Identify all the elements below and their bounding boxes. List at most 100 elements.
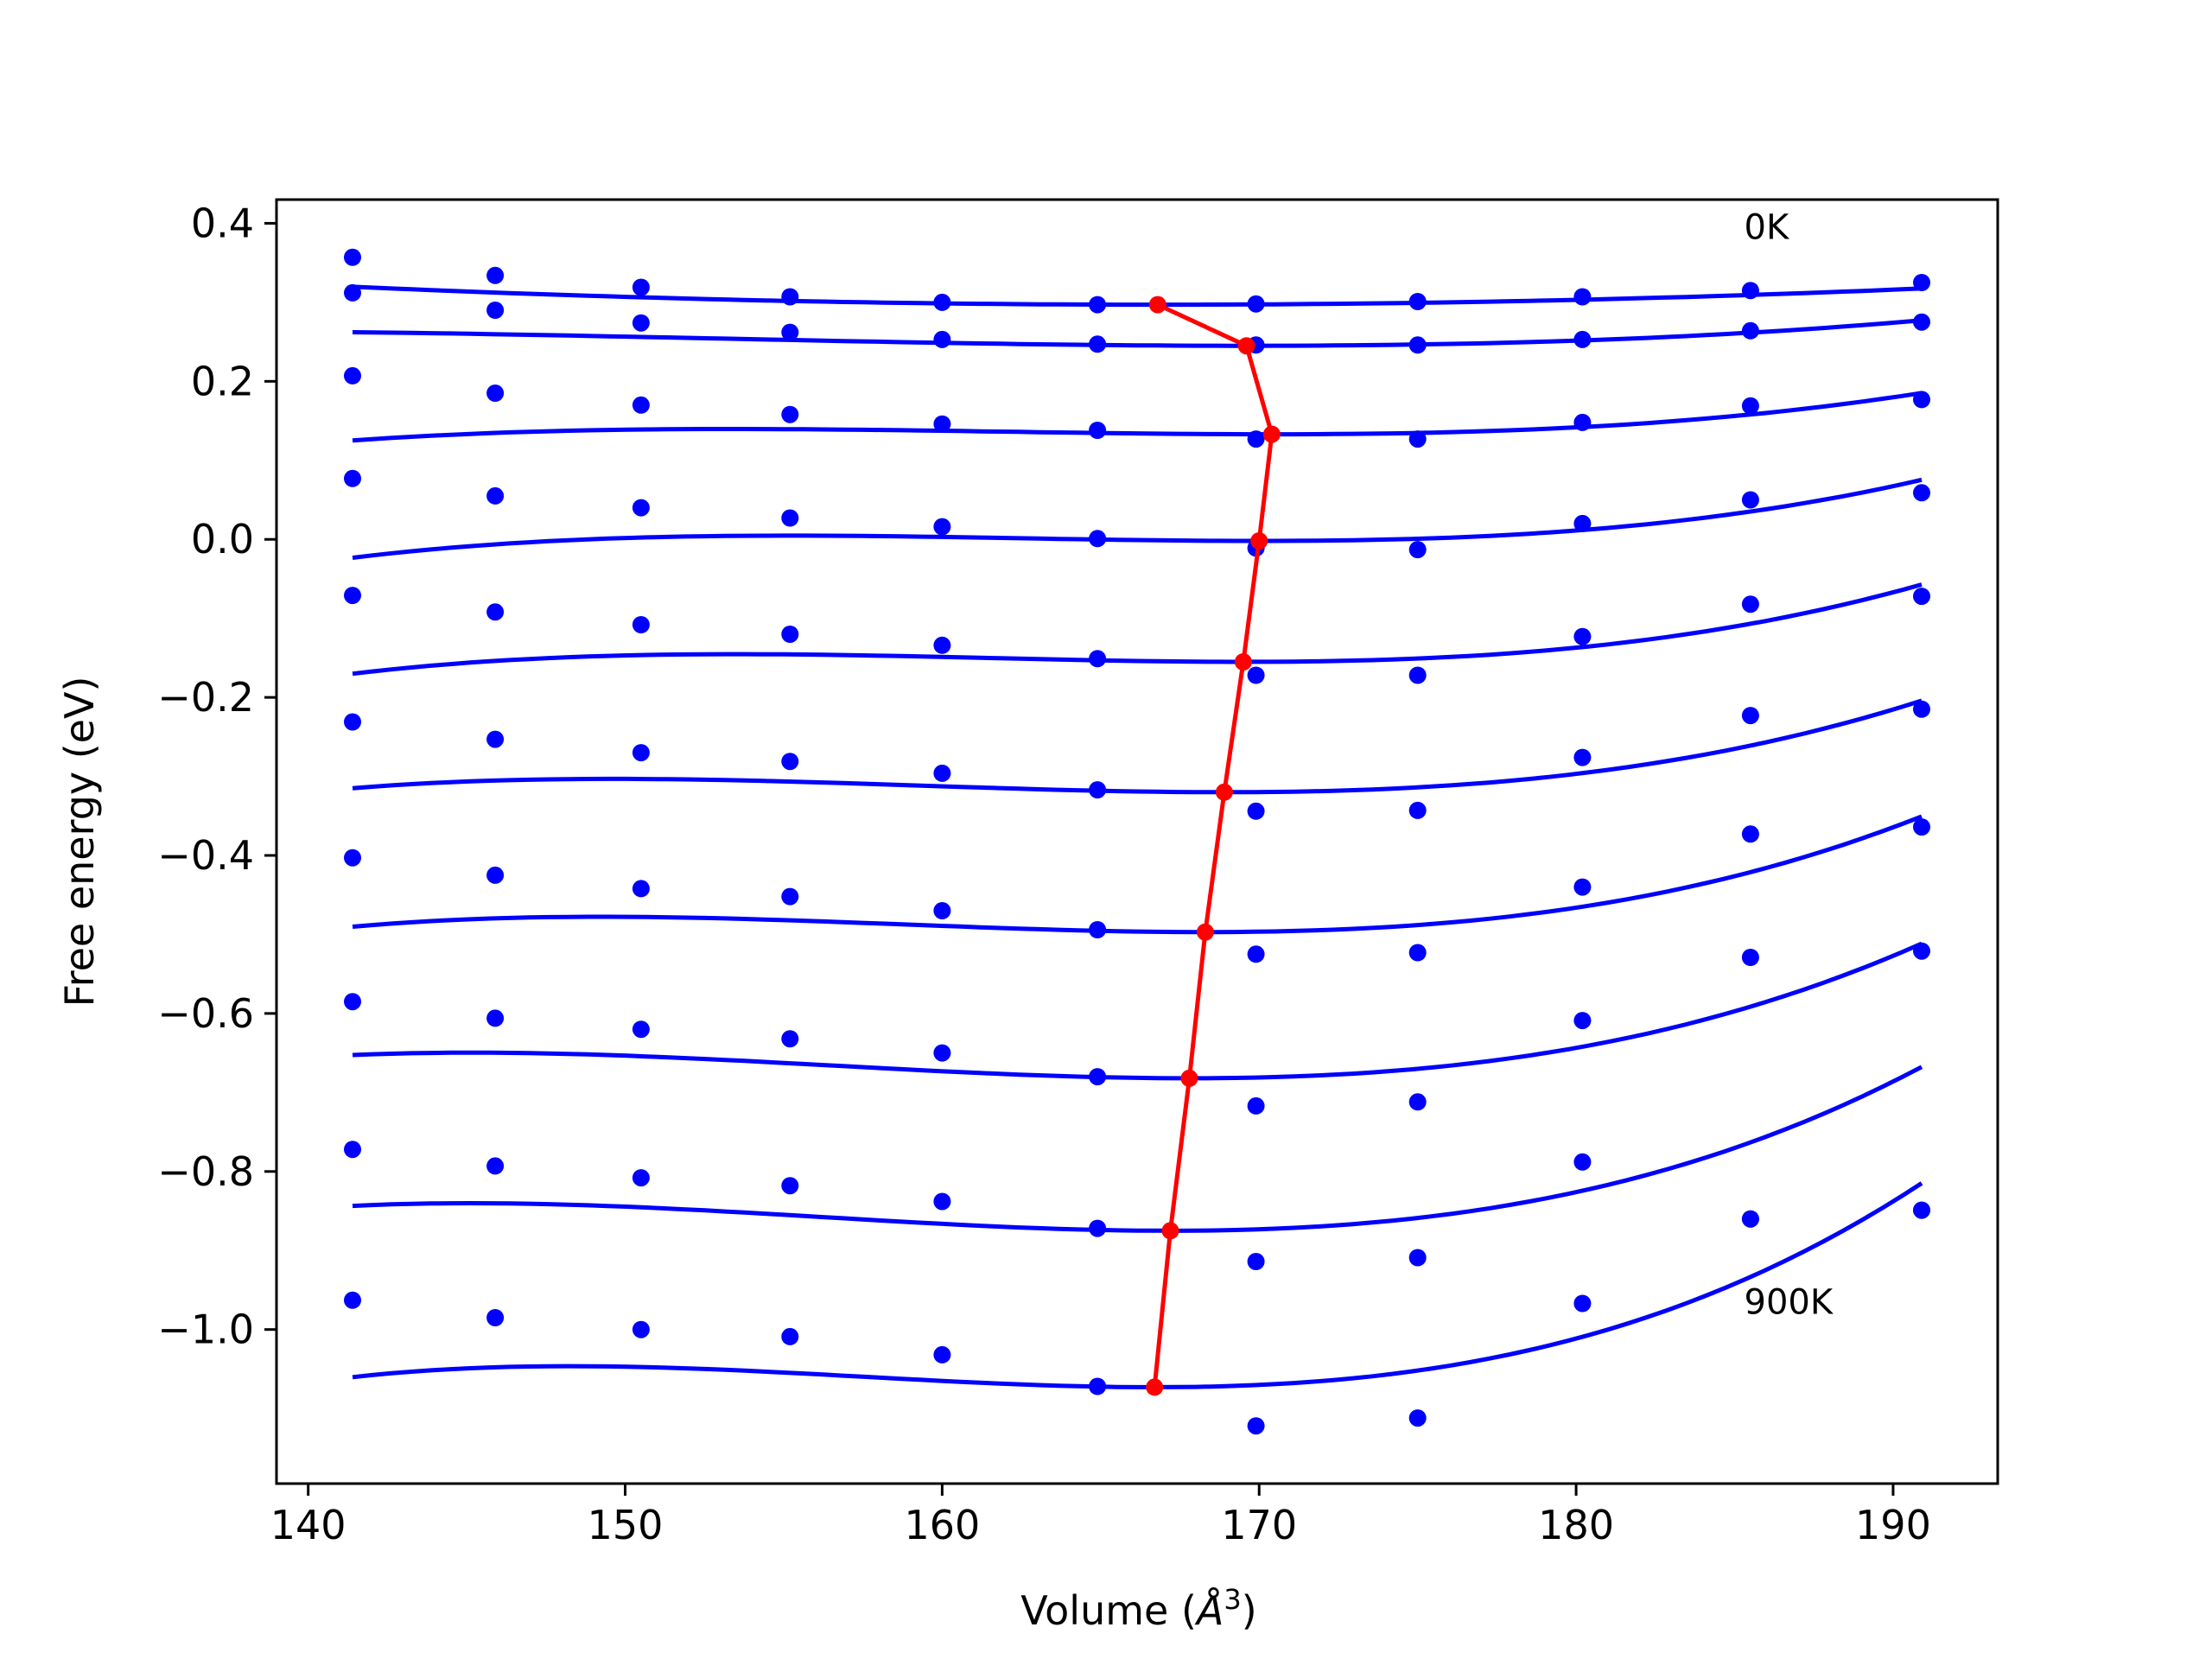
- data-point-7-0: [344, 993, 361, 1011]
- x-axis-unit: Å: [1194, 1587, 1224, 1634]
- data-point-8-1: [486, 1157, 505, 1175]
- data-point-8-3: [781, 1177, 799, 1195]
- x-tick-label-180: 180: [1538, 1502, 1614, 1548]
- data-point-2-1: [486, 385, 505, 402]
- plot-area: [344, 248, 1930, 1435]
- data-point-7-7: [1408, 1093, 1427, 1111]
- data-point-5-7: [1408, 801, 1427, 819]
- data-point-6-8: [1573, 878, 1592, 896]
- data-point-6-3: [781, 887, 799, 906]
- data-point-6-4: [933, 902, 951, 919]
- minimum-point-1: [1237, 337, 1255, 355]
- data-point-2-6: [1247, 430, 1265, 448]
- data-point-9-3: [781, 1327, 799, 1345]
- annotations: 0K 900K: [1745, 208, 1834, 1323]
- x-tick-label-170: 170: [1221, 1502, 1297, 1548]
- minimum-point-2: [1262, 425, 1281, 443]
- data-point-9-7: [1408, 1409, 1427, 1427]
- data-point-2-0: [344, 366, 361, 385]
- data-point-7-10: [1913, 942, 1930, 960]
- data-point-5-8: [1573, 748, 1592, 766]
- data-point-2-8: [1573, 413, 1592, 431]
- data-point-0-0: [344, 248, 361, 266]
- fit-curve-4: [352, 582, 1923, 677]
- data-point-0-7: [1408, 293, 1427, 310]
- y-tick-label-0: 0.4: [191, 200, 254, 246]
- x-tick-label-160: 160: [904, 1502, 980, 1548]
- annotation-1: 900K: [1745, 1282, 1834, 1322]
- minimum-point-7: [1180, 1069, 1198, 1087]
- data-point-3-1: [486, 486, 505, 505]
- minimum-point-8: [1161, 1222, 1179, 1240]
- data-point-8-2: [632, 1169, 650, 1187]
- data-point-0-9: [1741, 282, 1759, 300]
- fit-curve-3: [352, 477, 1923, 560]
- axis-ticks: 140 150 160 170 180 190 0.4 0.2 0.0 −0.2 −0.4 −0.6 −…: [157, 200, 1931, 1548]
- data-point-9-5: [1089, 1377, 1107, 1395]
- data-point-1-10: [1913, 313, 1930, 331]
- fit-curve-1: [352, 318, 1923, 348]
- data-point-8-0: [344, 1141, 361, 1159]
- axes-frame: [275, 198, 1999, 1485]
- x-tick-label-190: 190: [1855, 1502, 1931, 1548]
- data-point-4-4: [933, 636, 951, 654]
- data-point-3-7: [1408, 541, 1427, 559]
- fit-curve-9: [352, 1181, 1923, 1389]
- data-point-7-3: [781, 1030, 799, 1048]
- data-point-7-5: [1089, 1068, 1107, 1086]
- data-point-7-1: [486, 1009, 505, 1027]
- data-point-6-1: [486, 866, 505, 884]
- data-point-7-2: [632, 1020, 650, 1039]
- data-point-6-10: [1913, 818, 1930, 836]
- data-point-4-6: [1247, 666, 1265, 684]
- data-point-4-5: [1089, 650, 1107, 668]
- data-point-6-5: [1089, 921, 1107, 938]
- data-point-5-5: [1089, 781, 1107, 799]
- data-point-0-8: [1573, 288, 1592, 306]
- data-point-5-10: [1913, 700, 1930, 718]
- data-point-4-3: [781, 626, 799, 643]
- data-point-3-3: [781, 509, 799, 527]
- data-point-3-5: [1089, 530, 1107, 548]
- minimum-point-9: [1146, 1378, 1164, 1396]
- x-tick-label-150: 150: [588, 1502, 664, 1548]
- data-point-4-8: [1573, 627, 1592, 645]
- data-point-2-2: [632, 396, 650, 414]
- data-point-3-10: [1913, 484, 1930, 502]
- y-tick-label-6: −0.8: [157, 1148, 254, 1195]
- data-point-0-1: [486, 266, 505, 284]
- minimum-path-line: [1152, 302, 1274, 1388]
- data-point-4-9: [1741, 595, 1759, 613]
- x-axis-label: Volume (Å3): [1020, 1583, 1256, 1634]
- data-point-3-2: [632, 499, 650, 517]
- data-point-6-6: [1247, 945, 1265, 963]
- data-point-4-7: [1408, 666, 1427, 684]
- data-point-1-2: [632, 314, 650, 332]
- data-point-9-6: [1247, 1417, 1265, 1435]
- data-point-4-2: [632, 616, 650, 633]
- data-point-5-1: [486, 730, 505, 748]
- data-point-0-3: [781, 288, 799, 306]
- data-point-3-4: [933, 518, 951, 536]
- fit-curve-6: [352, 814, 1923, 935]
- minimum-point-0: [1148, 296, 1166, 314]
- data-point-3-0: [344, 469, 361, 487]
- data-point-0-2: [632, 278, 650, 296]
- data-point-5-3: [781, 753, 799, 771]
- data-point-2-3: [781, 405, 799, 423]
- minimum-point-4: [1234, 653, 1252, 671]
- y-tick-label-4: −0.4: [157, 832, 254, 879]
- data-point-1-8: [1573, 330, 1592, 348]
- fit-curve-2: [352, 391, 1923, 443]
- data-point-5-9: [1741, 707, 1759, 725]
- data-point-1-1: [486, 302, 505, 319]
- data-point-8-4: [933, 1192, 951, 1211]
- data-point-5-0: [344, 713, 361, 731]
- minimum-point-3: [1250, 532, 1268, 550]
- minimum-point-6: [1196, 923, 1214, 941]
- data-point-5-6: [1247, 802, 1265, 820]
- data-point-7-8: [1573, 1012, 1592, 1030]
- fit-curve-7: [352, 941, 1923, 1081]
- data-point-7-9: [1741, 949, 1759, 966]
